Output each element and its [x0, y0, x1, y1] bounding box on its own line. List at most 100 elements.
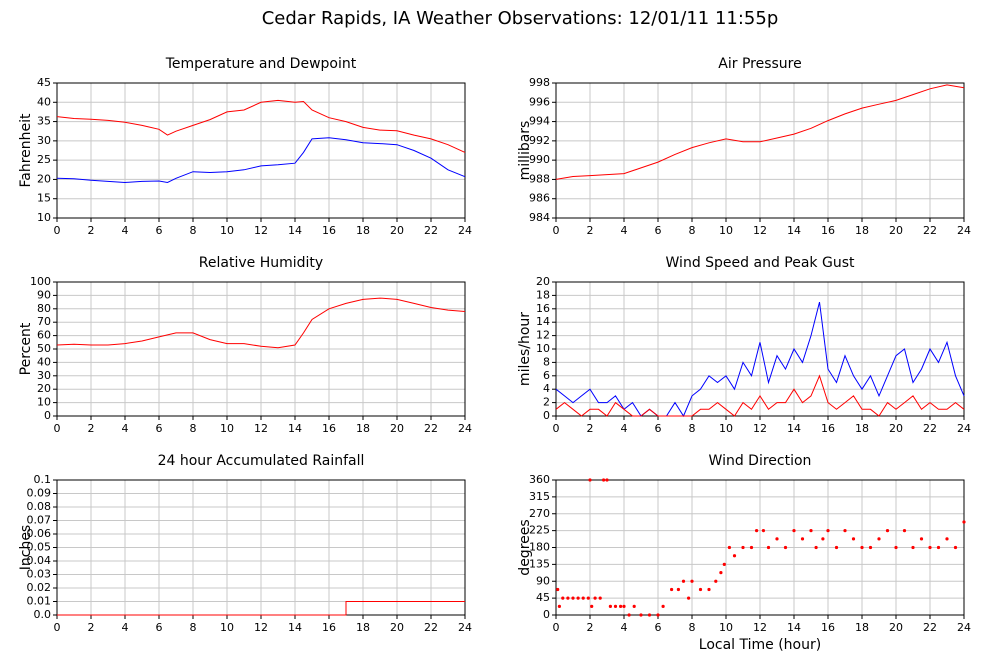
data-point: [676, 587, 681, 592]
x-tick-label: 22: [923, 224, 937, 237]
data-point: [834, 545, 839, 550]
x-tick-label: 8: [689, 621, 696, 634]
data-point: [588, 478, 592, 482]
x-tick-label: 18: [855, 224, 869, 237]
data-point: [928, 545, 932, 550]
data-point: [911, 545, 915, 550]
y-tick-label: 996: [529, 95, 550, 108]
data-point: [613, 604, 618, 608]
x-tick-label: 4: [621, 621, 628, 634]
y-tick-label: 0.1: [34, 473, 52, 486]
y-tick-label: 100: [30, 275, 51, 288]
y-tick-label: 20: [37, 382, 51, 395]
x-tick-label: 24: [458, 621, 472, 634]
y-tick-label: 225: [529, 524, 550, 537]
data-point: [632, 604, 636, 608]
data-line: [56, 137, 466, 184]
x-tick-label: 2: [88, 621, 95, 634]
y-tick-label: 40: [37, 355, 51, 368]
y-tick-label: 0.08: [27, 500, 52, 513]
y-tick-label: 0.04: [27, 554, 52, 567]
y-tick-label: 30: [37, 369, 51, 382]
y-tick-label: 80: [37, 302, 51, 315]
data-point: [894, 545, 898, 550]
data-point: [593, 596, 597, 600]
y-tick-label: 988: [529, 172, 550, 185]
x-tick-label: 0: [54, 224, 61, 237]
x-tick-label: 4: [122, 621, 129, 634]
x-tick-label: 20: [390, 422, 404, 435]
x-tick-label: 20: [889, 224, 903, 237]
y-tick-label: 0: [543, 608, 550, 621]
x-axis-label: Local Time (hour): [699, 637, 821, 653]
data-point: [727, 545, 732, 550]
y-tick-label: 50: [37, 342, 51, 355]
data-point: [766, 545, 771, 550]
data-point: [714, 579, 718, 583]
x-tick-label: 2: [587, 621, 594, 634]
data-point: [761, 529, 766, 533]
x-tick-label: 8: [190, 224, 197, 237]
data-point: [962, 520, 966, 524]
y-tick-label: 0: [44, 409, 51, 422]
y-tick-label: 0.01: [27, 595, 52, 608]
x-tick-label: 6: [655, 224, 662, 237]
data-line: [555, 374, 965, 417]
x-tick-label: 22: [424, 224, 438, 237]
data-point: [639, 613, 643, 617]
plot-border: [56, 281, 466, 417]
x-tick-label: 12: [254, 224, 268, 237]
x-tick-label: 14: [787, 422, 801, 435]
x-tick-label: 18: [855, 621, 869, 634]
data-line: [57, 601, 465, 616]
x-tick-label: 10: [220, 621, 234, 634]
y-tick-label: 986: [529, 192, 550, 205]
data-point: [661, 604, 665, 608]
data-point: [581, 596, 585, 600]
x-tick-label: 12: [254, 621, 268, 634]
y-tick-label: 0.05: [27, 541, 52, 554]
x-tick-label: 2: [88, 224, 95, 237]
x-tick-label: 24: [458, 224, 472, 237]
data-point: [775, 537, 779, 541]
x-tick-label: 16: [322, 224, 336, 237]
y-tick-label: 45: [536, 591, 550, 604]
x-tick-label: 0: [553, 224, 560, 237]
x-tick-label: 10: [220, 224, 234, 237]
y-tick-label: 14: [536, 315, 550, 328]
x-tick-label: 14: [288, 422, 302, 435]
x-tick-label: 6: [655, 621, 662, 634]
x-tick-label: 6: [156, 422, 163, 435]
x-tick-label: 2: [587, 224, 594, 237]
x-tick-label: 22: [923, 621, 937, 634]
data-line: [56, 297, 466, 349]
y-tick-label: 992: [529, 134, 550, 147]
plot-border: [555, 82, 965, 219]
y-tick-label: 4: [543, 382, 550, 395]
y-tick-label: 360: [529, 473, 550, 486]
y-tick-label: 20: [37, 172, 51, 185]
y-tick-label: 6: [543, 369, 550, 382]
data-line: [56, 99, 466, 153]
x-tick-label: 18: [356, 224, 370, 237]
data-point: [877, 537, 881, 541]
chart-title: Temperature and Dewpoint: [165, 56, 357, 72]
x-tick-label: 12: [753, 621, 767, 634]
y-tick-label: 270: [529, 507, 550, 520]
x-tick-label: 18: [855, 422, 869, 435]
x-tick-label: 14: [288, 224, 302, 237]
x-tick-label: 22: [424, 422, 438, 435]
y-tick-label: 0.03: [27, 568, 52, 581]
chart-title: Wind Direction: [709, 453, 812, 469]
x-tick-label: 8: [190, 621, 197, 634]
y-tick-label: 40: [37, 95, 51, 108]
y-axis-label: miles/hour: [517, 312, 533, 386]
x-tick-label: 0: [54, 422, 61, 435]
y-tick-label: 8: [543, 355, 550, 368]
y-tick-label: 20: [536, 275, 550, 288]
data-point: [749, 545, 754, 550]
x-tick-label: 6: [156, 621, 163, 634]
x-tick-label: 4: [122, 224, 129, 237]
data-point: [826, 529, 830, 533]
data-point: [800, 537, 805, 541]
